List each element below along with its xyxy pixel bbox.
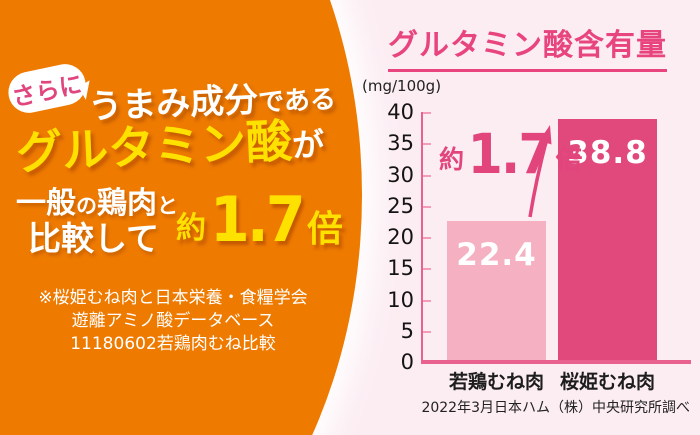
footnote-line-3: 11180602若鶏肉むね比較 xyxy=(70,334,276,354)
bar-value-label: 38.8 xyxy=(567,134,648,171)
x-category-label: 桜姫むね肉 xyxy=(559,371,655,393)
y-tick-label: 25 xyxy=(387,193,414,218)
y-tick-mark xyxy=(423,205,431,208)
y-tick-mark xyxy=(423,237,431,239)
bar-value-label: 22.4 xyxy=(456,237,537,273)
y-tick-mark xyxy=(423,143,431,146)
y-tick-label: 15 xyxy=(387,256,414,281)
chart-ratio-prefix: 約 xyxy=(439,144,465,174)
ratio-highlight: 約 1.7 倍 xyxy=(176,188,343,252)
x-axis-baseline xyxy=(421,360,691,364)
chart-unit-label: (mg/100g) xyxy=(362,77,442,95)
y-tick-label: 20 xyxy=(387,225,414,249)
ratio-value: 1.7 xyxy=(210,182,306,256)
y-tick-label: 10 xyxy=(387,287,414,312)
y-tick-label: 40 xyxy=(387,100,414,124)
chart-title: グルタミン酸含有量 xyxy=(388,20,667,72)
y-tick-label: 5 xyxy=(400,318,414,343)
bar-1: 38.8 xyxy=(558,118,657,361)
y-tick-label: 0 xyxy=(400,350,414,374)
comparison-line1: 一般の鶏肉と xyxy=(16,189,178,219)
x-category-label: 若鶏むね肉 xyxy=(448,371,544,393)
y-tick-mark xyxy=(423,112,431,114)
y-tick-mark xyxy=(423,268,431,271)
bar-0: 22.4 xyxy=(447,221,546,361)
footnote-block: ※桜姫むね肉と日本栄養・食糧学会 遊離アミノ酸データベース 11180602若鶏… xyxy=(0,287,346,356)
y-axis-line xyxy=(421,112,423,363)
comparison-seg3: 鶏肉 xyxy=(97,186,157,221)
y-tick-label: 30 xyxy=(387,162,414,187)
y-tick-mark xyxy=(423,299,431,302)
chart-source-credit: 2022年3月日本ハム（株）中央研究所調べ xyxy=(421,400,690,416)
comparison-seg4: と xyxy=(157,194,178,218)
chart-ratio-suffix: 倍 xyxy=(555,145,583,177)
footnote-line-1: ※桜姫むね肉と日本栄養・食糧学会 xyxy=(38,288,308,308)
y-tick-label: 35 xyxy=(387,131,414,156)
comparison-seg1: 一般 xyxy=(16,186,76,221)
comparison-text: 一般の鶏肉と 比較して xyxy=(16,189,178,258)
ratio-prefix: 約 xyxy=(176,211,206,246)
y-tick-mark xyxy=(423,174,431,177)
footnote-line-2: 遊離アミノ酸データベース xyxy=(71,311,275,331)
ratio-suffix: 倍 xyxy=(306,209,343,250)
comparison-line2: 比較して xyxy=(28,219,160,258)
y-tick-mark xyxy=(423,330,431,333)
comparison-seg2: の xyxy=(76,194,97,218)
